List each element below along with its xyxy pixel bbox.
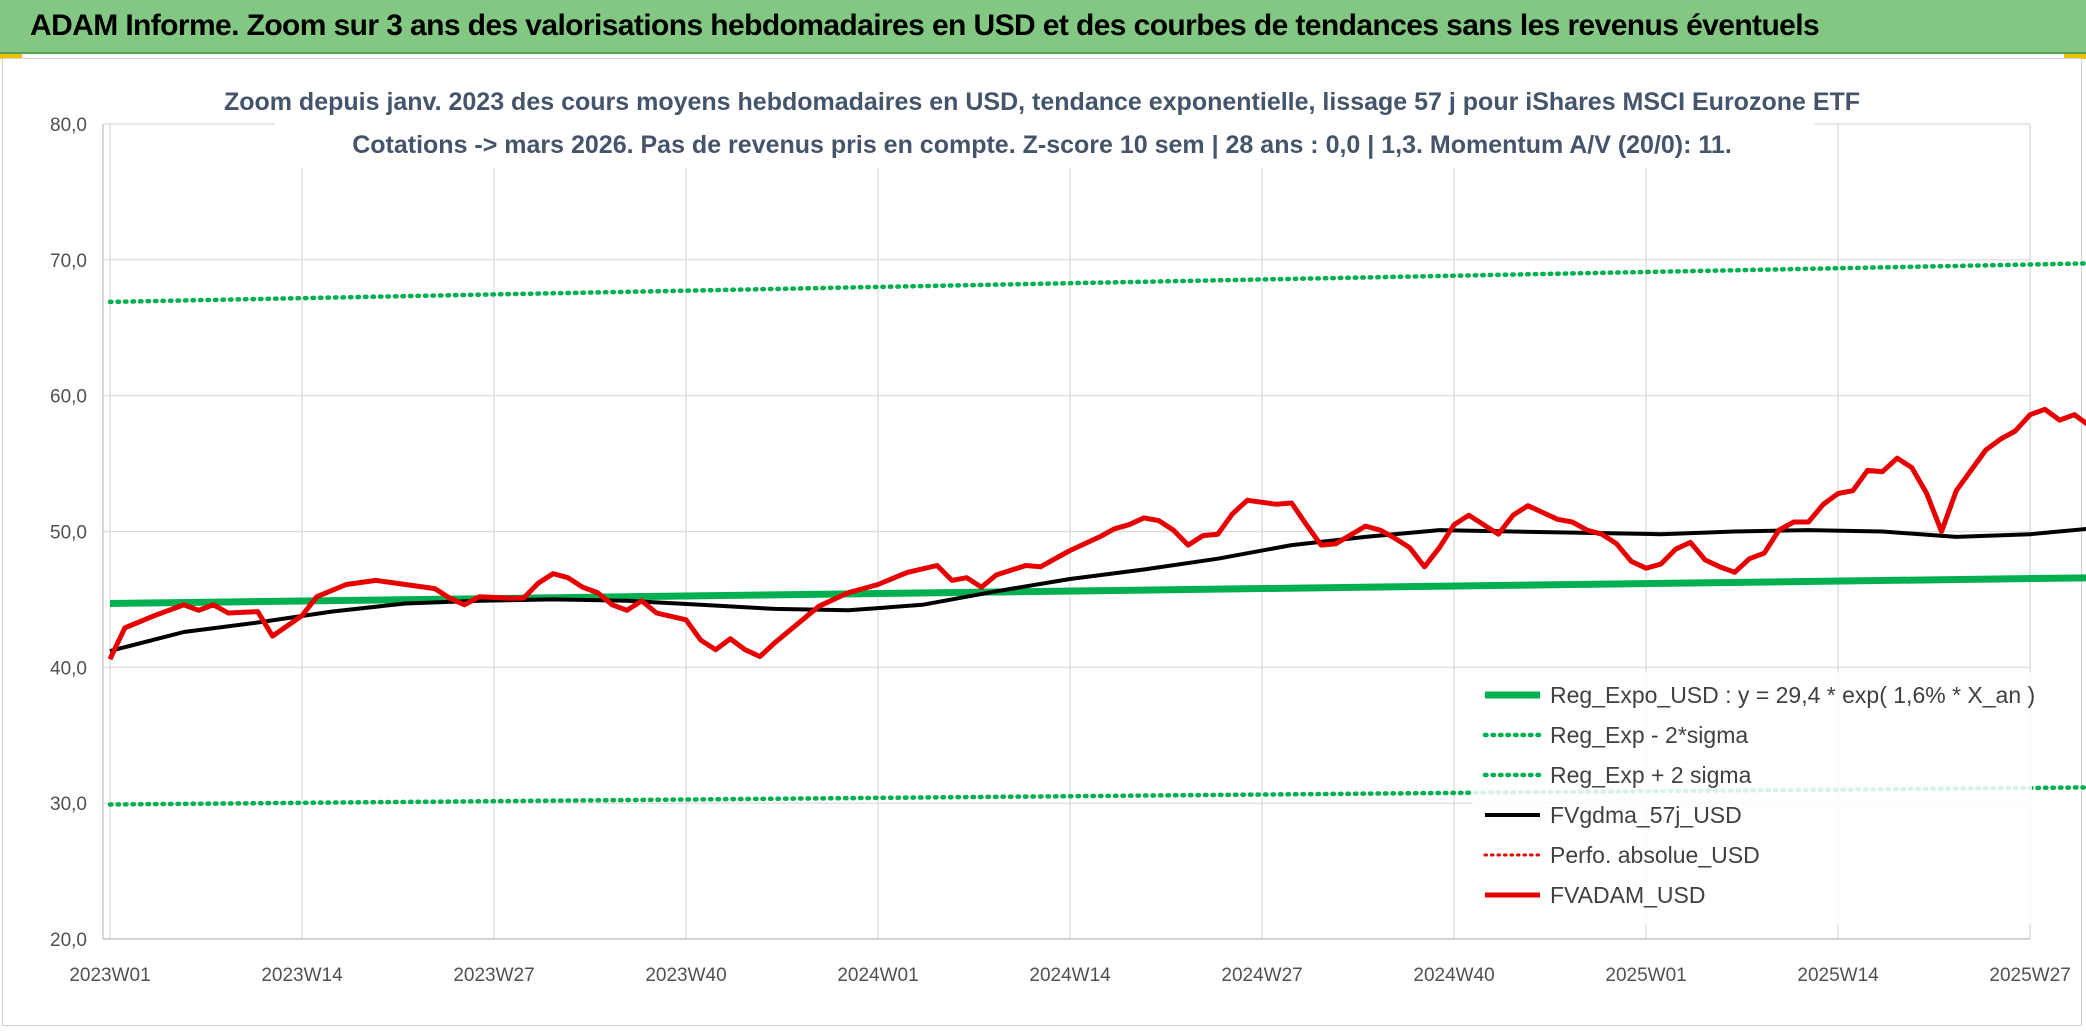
x-tick-label: 2023W40 <box>645 965 726 986</box>
x-tick-label: 2024W01 <box>837 965 918 986</box>
y-tick-label: 80,0 <box>50 115 87 136</box>
y-tick-label: 30,0 <box>50 794 87 815</box>
x-tick-label: 2023W01 <box>69 965 150 986</box>
legend-label: Reg_Exp - 2*sigma <box>1550 722 1748 748</box>
chart-title-line-2: Cotations -> mars 2026. Pas de revenus p… <box>352 131 1732 159</box>
banner-corner-accent-right <box>2064 54 2086 59</box>
x-tick-label: 2023W14 <box>261 965 343 986</box>
reg-minus-2sigma-line <box>107 785 2086 807</box>
legend-label: Reg_Exp + 2 sigma <box>1550 762 1752 788</box>
fvadam-line <box>107 406 2086 661</box>
chart-legend: Reg_Expo_USD : y = 29,4 * exp( 1,6% * X_… <box>1472 672 2035 924</box>
legend-label: Reg_Expo_USD : y = 29,4 * exp( 1,6% * X_… <box>1550 682 2035 708</box>
chart-title-line-1: Zoom depuis janv. 2023 des cours moyens … <box>224 88 1860 116</box>
y-tick-label: 50,0 <box>50 523 87 544</box>
report-title: ADAM Informe. Zoom sur 3 ans des valoris… <box>30 9 1820 42</box>
reg-plus-2sigma-line <box>107 261 2086 305</box>
y-tick-label: 60,0 <box>50 387 87 408</box>
chart-series <box>107 261 2086 807</box>
banner-corner-accent-left <box>0 54 22 59</box>
chart-title-background <box>275 78 1815 168</box>
y-axis: 20,0 30,0 40,0 50,0 60,0 70,0 80,0 <box>50 115 87 951</box>
y-tick-label: 40,0 <box>50 658 87 679</box>
chart-title: Zoom depuis janv. 2023 des cours moyens … <box>224 78 1860 168</box>
x-tick-label: 2024W27 <box>1221 965 1302 986</box>
legend-background <box>1472 672 2032 924</box>
x-tick-label: 2025W14 <box>1797 965 1879 986</box>
x-tick-label: 2023W27 <box>453 965 534 986</box>
y-tick-label: 20,0 <box>50 930 87 951</box>
legend-label: FVADAM_USD <box>1550 882 1706 908</box>
x-tick-label: 2024W40 <box>1413 965 1494 986</box>
report-banner: ADAM Informe. Zoom sur 3 ans des valoris… <box>0 0 2086 54</box>
chart-frame <box>2 58 2082 1026</box>
x-axis: 2023W01 2023W14 2023W27 2023W40 2024W01 2024W… <box>69 965 2070 986</box>
legend-label: FVgdma_57j_USD <box>1550 802 1742 828</box>
y-tick-label: 70,0 <box>50 251 87 272</box>
x-tick-label: 2025W27 <box>1989 965 2070 986</box>
x-tick-label: 2025W01 <box>1605 965 1686 986</box>
fvgdma-line <box>109 527 2086 653</box>
x-tick-label: 2024W14 <box>1029 965 1111 986</box>
legend-label: Perfo. absolue_USD <box>1550 842 1760 868</box>
